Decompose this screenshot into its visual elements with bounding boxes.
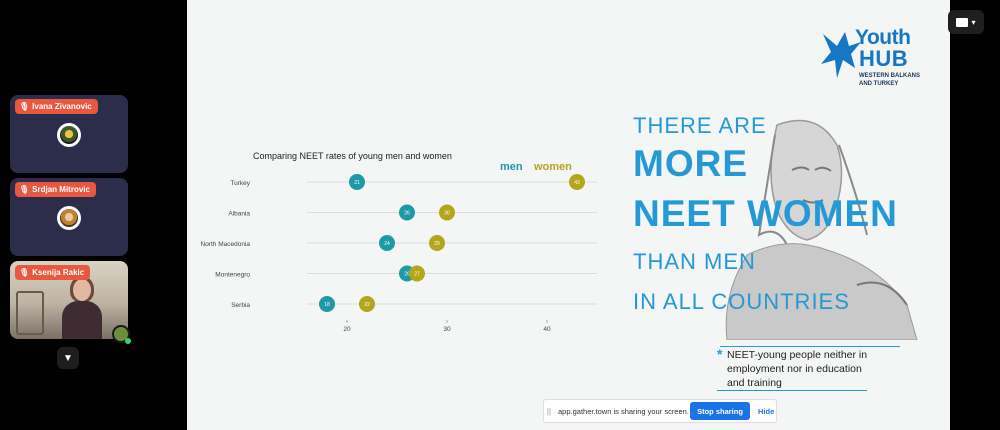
screen-share-bar: || app.gather.town is sharing your scree… [543, 399, 777, 423]
x-tick-label: 30 [443, 326, 451, 333]
data-point-women [359, 296, 375, 312]
x-tick-label: 40 [543, 326, 551, 333]
data-point-women [569, 174, 585, 190]
headline-line-2: MORE [633, 143, 748, 184]
data-label: 21 [354, 180, 360, 186]
data-point-women [429, 235, 445, 251]
participant-name-tag: 🎙 Srdjan Mitrovic [15, 182, 96, 197]
legend-women: women [534, 161, 572, 173]
category-label: North Macedonia [201, 241, 251, 248]
data-point-women [409, 265, 425, 282]
online-status-icon [125, 338, 131, 344]
data-point-women [439, 204, 455, 221]
data-label: 26 [404, 272, 410, 278]
drag-handle-icon[interactable]: || [546, 406, 552, 416]
data-label: 24 [384, 241, 390, 247]
headline-line-4: THAN MEN [633, 249, 756, 274]
avatar [57, 123, 81, 147]
divider [717, 390, 867, 391]
headline-line-5: IN ALL COUNTRIES [633, 289, 850, 314]
data-label: 27 [414, 272, 420, 278]
youth-hub-logo: Youth HUB WESTERN BALKANS AND TURKEY [815, 24, 935, 94]
share-message: app.gather.town is sharing your screen. [558, 406, 689, 416]
data-point-men [379, 235, 395, 251]
chevron-down-icon: ▾ [971, 17, 976, 27]
divider [720, 346, 900, 347]
data-label: 18 [324, 302, 330, 308]
category-label: Montenegro [215, 272, 250, 279]
logo-figure-icon [821, 32, 861, 78]
data-point-men [399, 204, 415, 221]
chair-background [16, 291, 44, 335]
shared-slide: Youth HUB WESTERN BALKANS AND TURKEY THE… [187, 0, 950, 430]
woman-sketch-illustration [725, 119, 918, 340]
headline-line-1: THERE ARE [633, 113, 767, 138]
category-label: Turkey [230, 180, 250, 187]
category-label: Albania [228, 211, 250, 218]
avatar [57, 206, 81, 230]
participant-tile[interactable]: 🎙 Srdjan Mitrovic [10, 178, 128, 256]
hide-button[interactable]: Hide [758, 406, 775, 416]
muted-mic-icon: 🎙 [19, 102, 30, 111]
chart-title: Comparing NEET rates of young men and wo… [253, 151, 452, 161]
data-label: 43 [574, 180, 580, 186]
muted-mic-icon: 🎙 [19, 268, 30, 277]
data-point-men [319, 296, 335, 312]
data-label: 29 [434, 241, 440, 247]
participant-video-tile[interactable]: 🎙 Ksenija Rakic [10, 261, 128, 339]
legend-men: men [500, 161, 523, 173]
dot-plot-chart: Turkey 21 43 Albania 26 30 North Macedonia 24 29… [201, 174, 597, 333]
participant-name-tag: 🎙 Ivana Zivanovic [15, 99, 98, 114]
participant-name-tag: 🎙 Ksenija Rakic [15, 265, 91, 280]
data-point-men [349, 174, 365, 190]
stop-sharing-button[interactable]: Stop sharing [690, 402, 750, 420]
muted-mic-icon: 🎙 [19, 185, 30, 194]
data-label: 26 [404, 211, 410, 217]
participant-tile[interactable]: 🎙 Ivana Zivanovic [10, 95, 128, 173]
x-tick-label: 20 [343, 326, 351, 333]
category-label: Serbia [231, 302, 250, 309]
chevron-down-icon[interactable]: ▼ [57, 347, 79, 369]
headline-line-3: NEET WOMEN [633, 193, 898, 234]
data-label: 30 [444, 211, 450, 217]
view-mode-button[interactable]: ▾ [948, 10, 984, 34]
participant-video [62, 276, 102, 339]
screen-icon [956, 17, 969, 27]
data-label: 22 [364, 302, 370, 308]
